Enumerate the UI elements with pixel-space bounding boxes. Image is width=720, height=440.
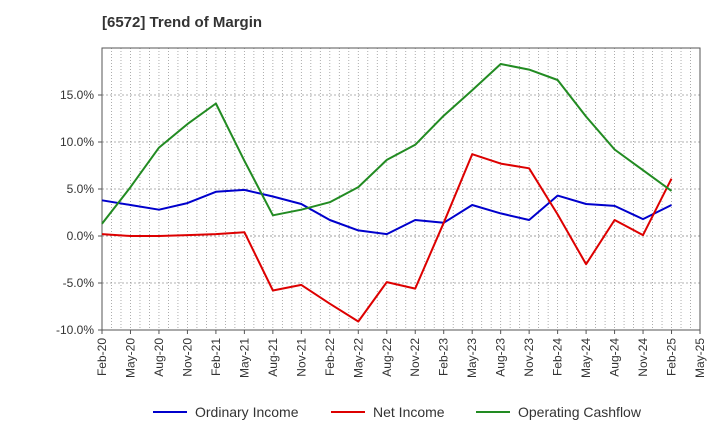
legend-label-net-income: Net Income — [373, 404, 445, 420]
x-tick-label: Nov-22 — [408, 338, 422, 377]
x-tick-label: Feb-25 — [665, 338, 679, 376]
x-tick-label: May-22 — [351, 338, 365, 378]
legend-label-operating-cashflow: Operating Cashflow — [518, 404, 641, 420]
x-tick-label: Nov-23 — [522, 338, 536, 377]
x-tick-label: Nov-21 — [294, 338, 308, 377]
x-tick-label: Aug-24 — [608, 338, 622, 377]
y-tick-label: 10.0% — [60, 135, 94, 149]
x-tick-label: Nov-24 — [636, 338, 650, 377]
legend-label-ordinary-income: Ordinary Income — [195, 404, 299, 420]
x-tick-label: Aug-22 — [380, 338, 394, 377]
legend-swatch-net-income — [331, 411, 365, 413]
x-tick-label: Nov-20 — [180, 338, 194, 377]
x-tick-label: Aug-20 — [152, 338, 166, 377]
chart-title: [6572] Trend of Margin — [102, 14, 263, 31]
series-line-net-income — [101, 153, 673, 323]
y-tick-label: -10.0% — [56, 323, 94, 337]
y-tick-label: -5.0% — [63, 276, 95, 290]
x-tick-label: Aug-23 — [494, 338, 508, 377]
x-tick-label: May-20 — [123, 338, 137, 378]
x-tick-label: Feb-23 — [437, 338, 451, 376]
x-tick-label: Aug-21 — [266, 338, 280, 377]
x-tick-label: May-24 — [579, 338, 593, 378]
legend-item-operating-cashflow: Operating Cashflow — [476, 404, 641, 420]
chart-legend: Ordinary Income Net Income Operating Cas… — [0, 398, 720, 428]
x-tick-label: May-21 — [237, 338, 251, 378]
y-tick-label: 15.0% — [60, 88, 94, 102]
x-tick-label: Feb-21 — [209, 338, 223, 376]
y-tick-label: 5.0% — [67, 182, 95, 196]
x-tick-label: Feb-22 — [323, 338, 337, 376]
x-tick-label: Feb-20 — [95, 338, 109, 376]
x-tick-label: May-25 — [693, 338, 707, 378]
x-tick-label: Feb-24 — [551, 338, 565, 376]
legend-item-ordinary-income: Ordinary Income — [153, 404, 298, 420]
x-tick-label: May-23 — [465, 338, 479, 378]
series-line-operating-cashflow — [101, 63, 673, 225]
y-tick-label: 0.0% — [67, 229, 95, 243]
series-line-ordinary-income — [101, 188, 672, 236]
legend-item-net-income: Net Income — [331, 404, 445, 420]
legend-swatch-operating-cashflow — [476, 411, 510, 413]
legend-swatch-ordinary-income — [153, 411, 187, 413]
